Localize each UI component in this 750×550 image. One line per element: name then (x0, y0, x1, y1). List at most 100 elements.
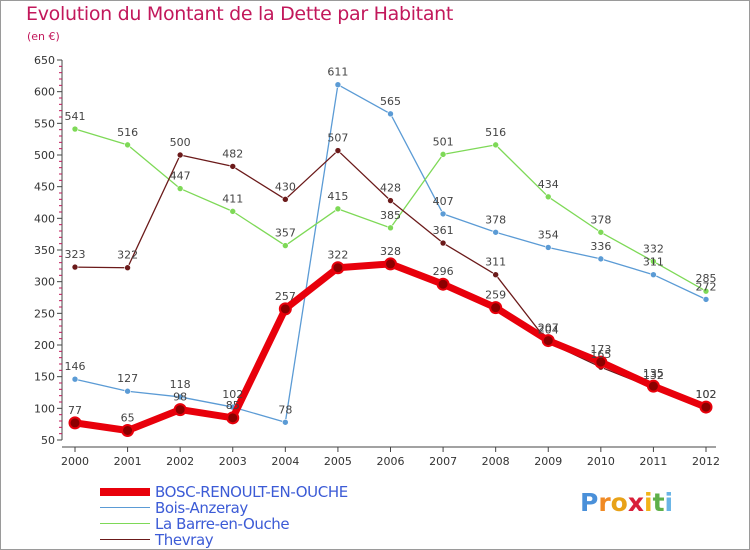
data-label-la-barre-en-ouche: 541 (65, 110, 86, 123)
data-label-thevray: 132 (643, 369, 664, 382)
x-tick-label: 2005 (324, 455, 352, 468)
data-point-bois-anzeray (124, 387, 131, 395)
data-label-bois-anzeray: 565 (380, 95, 401, 108)
data-point-thevray (176, 151, 184, 159)
data-point-la-barre-en-ouche (71, 125, 79, 133)
logo-letter: r (598, 488, 611, 517)
data-label-la-barre-en-ouche: 378 (590, 213, 611, 226)
data-point-thevray (229, 163, 237, 170)
data-label-bosc-renoult-en-ouche: 65 (121, 412, 135, 425)
legend-swatch-thevray (100, 539, 150, 540)
data-label-la-barre-en-ouche: 447 (170, 170, 191, 183)
data-label-thevray: 165 (590, 348, 611, 361)
data-label-bois-anzeray: 146 (65, 360, 86, 373)
data-label-bois-anzeray: 127 (117, 372, 138, 385)
data-label-thevray: 311 (485, 256, 506, 269)
data-point-thevray (439, 239, 447, 247)
data-label-la-barre-en-ouche: 285 (696, 272, 717, 285)
data-point-bois-anzeray (492, 228, 499, 236)
data-point-la-barre-en-ouche (124, 141, 131, 149)
data-label-thevray: 507 (327, 132, 348, 145)
data-label-thevray: 102 (696, 388, 717, 401)
data-label-thevray: 361 (433, 224, 454, 237)
data-label-la-barre-en-ouche: 411 (222, 192, 243, 205)
data-point-thevray (124, 264, 131, 272)
data-point-bois-anzeray (387, 110, 394, 118)
x-tick-label: 2002 (166, 455, 194, 468)
legend-swatch-bois-anzeray (100, 507, 150, 508)
data-label-thevray: 322 (117, 249, 138, 262)
data-point-bosc-renoult-en-ouche (646, 379, 660, 393)
logo-letter: i (644, 488, 653, 517)
y-tick-label: 600 (34, 86, 55, 99)
data-label-bosc-renoult-en-ouche: 207 (538, 322, 559, 335)
data-point-thevray (71, 263, 79, 271)
data-point-bois-anzeray (334, 81, 342, 88)
x-tick-label: 2011 (639, 455, 667, 468)
data-label-bosc-renoult-en-ouche: 322 (327, 249, 348, 262)
data-label-bosc-renoult-en-ouche: 98 (173, 391, 187, 404)
data-label-la-barre-en-ouche: 434 (538, 178, 559, 191)
data-label-thevray: 204 (538, 323, 559, 336)
legend-label-bois-anzeray: Bois-Anzeray (155, 499, 248, 517)
data-point-thevray (334, 147, 342, 154)
data-point-bois-anzeray (597, 255, 605, 263)
logo-letter: P (580, 488, 599, 517)
data-label-bosc-renoult-en-ouche: 296 (433, 265, 454, 278)
data-point-bosc-renoult-en-ouche (331, 261, 345, 275)
data-point-bois-anzeray (439, 210, 447, 218)
data-point-la-barre-en-ouche (229, 208, 237, 215)
y-tick-label: 150 (34, 371, 55, 384)
x-tick-label: 2001 (114, 455, 142, 468)
data-point-bosc-renoult-en-ouche (384, 257, 397, 271)
data-label-la-barre-en-ouche: 357 (275, 227, 296, 240)
logo-letter: t (652, 488, 665, 517)
data-point-bosc-renoult-en-ouche (278, 302, 292, 316)
legend-label-bosc: BOSC-RENOULT-EN-OUCHE (155, 483, 348, 501)
data-label-bois-anzeray: 611 (327, 66, 348, 79)
data-label-bois-anzeray: 311 (643, 256, 664, 269)
x-tick-label: 2006 (377, 455, 405, 468)
chart-subtitle: (en €) (27, 30, 60, 43)
data-point-la-barre-en-ouche (176, 185, 184, 192)
data-label-la-barre-en-ouche: 501 (433, 135, 454, 148)
y-tick-label: 400 (34, 212, 55, 225)
data-point-la-barre-en-ouche (597, 228, 605, 236)
data-label-thevray: 428 (380, 182, 401, 195)
x-tick-label: 2008 (482, 455, 510, 468)
y-tick-label: 100 (34, 402, 55, 415)
data-point-bois-anzeray (650, 271, 657, 279)
data-point-bosc-renoult-en-ouche (226, 411, 240, 425)
data-label-bosc-renoult-en-ouche: 77 (68, 404, 82, 417)
data-point-bois-anzeray (544, 244, 552, 251)
data-label-bois-anzeray: 336 (590, 240, 611, 253)
data-label-thevray: 430 (275, 180, 296, 193)
chart-title: Evolution du Montant de la Dette par Hab… (26, 3, 454, 25)
data-point-la-barre-en-ouche (334, 205, 342, 213)
data-point-la-barre-en-ouche (544, 193, 552, 201)
data-point-la-barre-en-ouche (387, 224, 394, 232)
series-line-bosc-renoult-en-ouche (71, 260, 710, 434)
data-label-la-barre-en-ouche: 332 (643, 242, 664, 255)
x-tick-label: 2010 (587, 455, 615, 468)
data-label-la-barre-en-ouche: 385 (380, 209, 401, 222)
x-tick-label: 2003 (219, 455, 247, 468)
data-label-bosc-renoult-en-ouche: 328 (380, 245, 401, 258)
data-label-bosc-renoult-en-ouche: 257 (275, 290, 296, 303)
data-point-bosc-renoult-en-ouche (436, 277, 450, 291)
y-tick-label: 650 (34, 54, 55, 67)
y-tick-label: 50 (41, 434, 55, 447)
data-label-bois-anzeray: 102 (222, 388, 243, 401)
data-label-bois-anzeray: 378 (485, 213, 506, 226)
y-tick-label: 200 (34, 339, 55, 352)
logo-letter: i (664, 488, 674, 517)
x-tick-label: 2007 (429, 455, 457, 468)
data-label-bosc-renoult-en-ouche: 102 (696, 388, 717, 401)
data-label-thevray: 500 (170, 136, 191, 149)
data-point-la-barre-en-ouche (650, 258, 657, 265)
data-point-bosc-renoult-en-ouche (699, 400, 713, 414)
data-point-bois-anzeray (702, 296, 710, 303)
data-point-bois-anzeray (176, 393, 184, 401)
series-layer (68, 81, 713, 437)
